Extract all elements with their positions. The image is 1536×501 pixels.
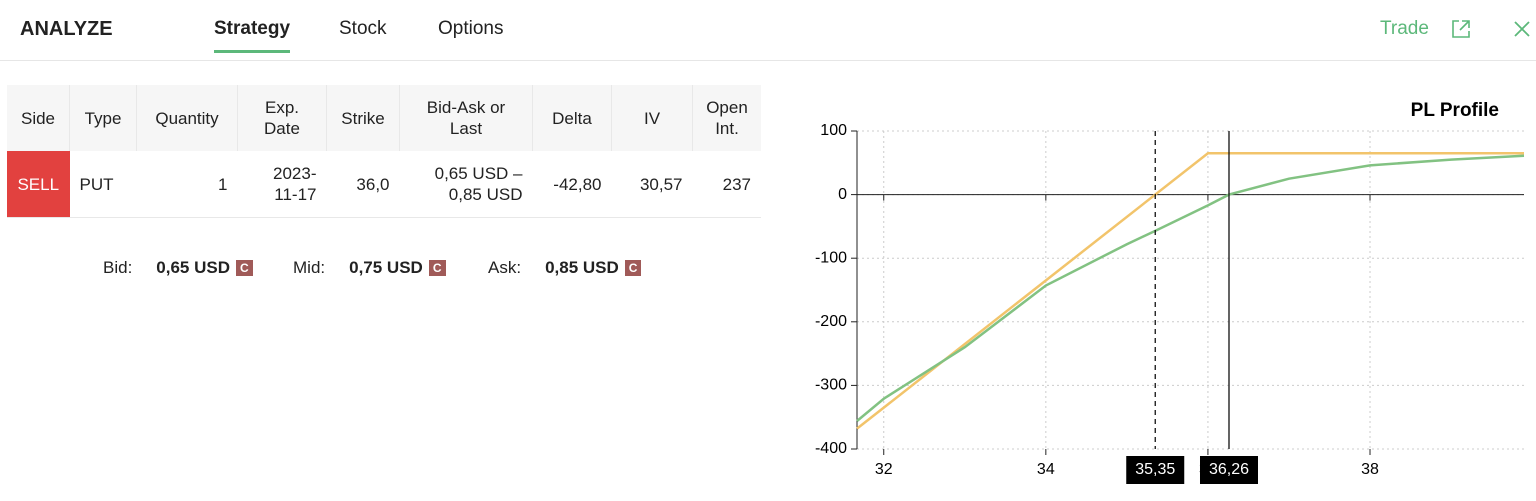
column-header: Side (7, 85, 70, 151)
y-tick-label: -400 (815, 440, 847, 457)
leg-row: SELL PUT 1 2023- 11-17 36,0 0,65 USD – 0,85 U… (7, 151, 761, 218)
cell: 237 (692, 151, 761, 218)
quote-value: 0,65 USD (156, 258, 230, 277)
cell: 1 (136, 151, 238, 218)
quote-value: 0,75 USD (349, 258, 423, 277)
tab[interactable]: Stock (339, 18, 387, 39)
column-header: Exp. Date (237, 85, 327, 151)
cell: SELL (7, 151, 70, 218)
tab[interactable]: Options (438, 18, 504, 39)
price-badge: C (236, 260, 253, 276)
column-header: IV (611, 85, 693, 151)
column-header: Type (69, 85, 137, 151)
external-icon[interactable] (1450, 18, 1472, 40)
price-badge: C (428, 260, 446, 276)
tab[interactable]: Strategy (214, 18, 291, 53)
y-tick-label: -100 (815, 249, 847, 266)
quote-label: Bid: (103, 258, 133, 277)
cell: 36,0 (326, 151, 400, 218)
cell: 30,57 (611, 151, 693, 218)
marker-label: 36,26 (1209, 461, 1249, 478)
trade-button[interactable]: Trade (1380, 18, 1429, 39)
top-bar: ANALYZE Trade Strategy Stock Options (0, 0, 1536, 61)
x-tick-label: 36 (1199, 461, 1217, 478)
quote: Mid: 0,75 USD C (293, 258, 446, 278)
y-tick-label: 0 (838, 186, 847, 203)
app-title: ANALYZE (20, 18, 113, 40)
column-header: Delta (532, 85, 612, 151)
legs-table: Side Type Quantity Exp. Date Strike Bid-Ask o… (7, 85, 761, 218)
quote-label: Mid: (293, 258, 326, 277)
pl-line (856, 152, 1524, 430)
y-tick-label: 100 (820, 122, 847, 139)
x-tick-label: 34 (1037, 461, 1055, 478)
price-badge: C (624, 260, 642, 276)
quote: Bid: 0,65 USD C (103, 258, 253, 278)
cell: 2023- 11-17 (237, 151, 327, 218)
column-header: Strike (326, 85, 400, 151)
cell: -42,80 (532, 151, 612, 218)
y-tick-label: -200 (815, 313, 847, 330)
marker-box (1199, 456, 1258, 484)
header-row: Side Type Quantity Exp. Date Strike Bid-Ask o… (7, 85, 761, 151)
chart-title: PL Profile (1411, 100, 1499, 121)
marker-label: 35,35 (1135, 461, 1175, 478)
pl-line (856, 154, 1525, 422)
cell: 0,65 USD – 0,85 USD (399, 151, 533, 218)
close-button[interactable] (1512, 19, 1532, 39)
x-tick-label: 38 (1361, 461, 1379, 478)
x-tick-label: 32 (875, 461, 893, 478)
column-header: Open Int. (692, 85, 761, 151)
column-header: Bid-Ask or Last (399, 85, 533, 151)
quote-label: Ask: (488, 258, 522, 277)
quote-value: 0,85 USD (545, 258, 619, 277)
quote: Ask: 0,85 USD C (488, 258, 642, 278)
column-header: Quantity (136, 85, 238, 151)
marker-box (1126, 456, 1185, 484)
y-tick-label: -300 (815, 377, 847, 394)
cell: PUT (69, 151, 137, 218)
